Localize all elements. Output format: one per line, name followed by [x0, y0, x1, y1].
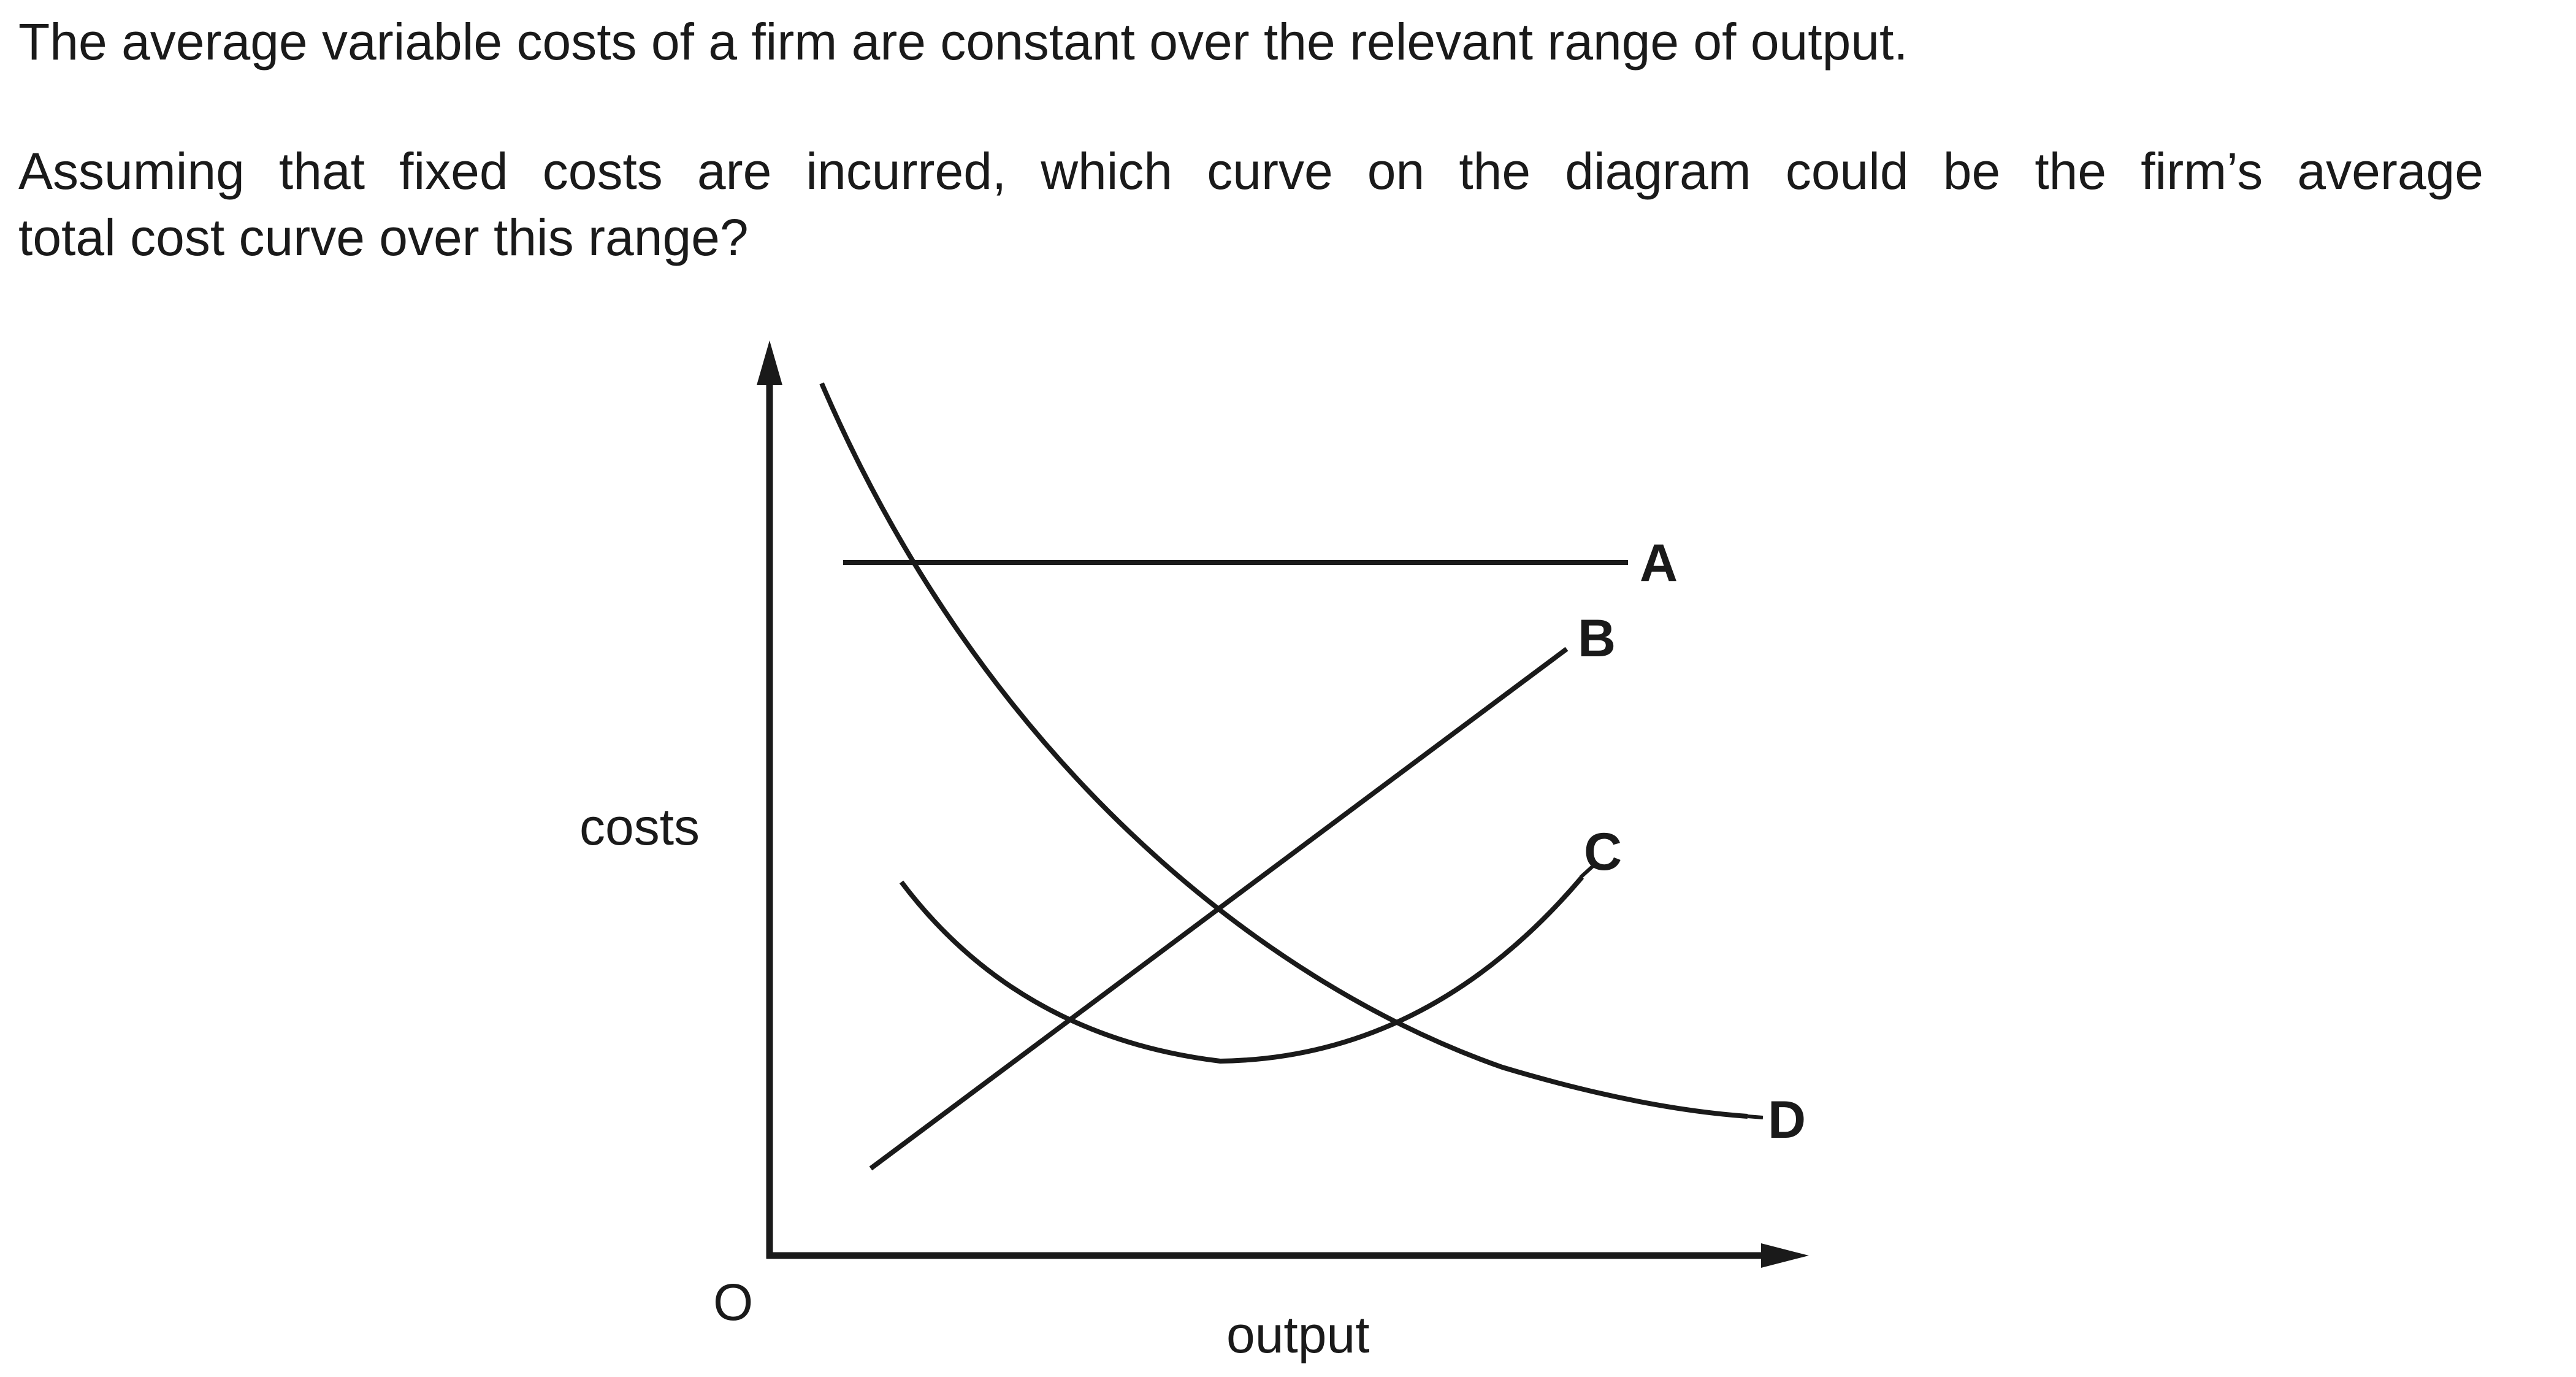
y-axis-arrowhead: [757, 340, 782, 385]
curve-d-label: D: [1768, 1091, 1806, 1149]
question-line-1: The average variable costs of a firm are…: [18, 13, 1908, 71]
question-line-2b: total cost curve over this range?: [18, 209, 749, 266]
x-axis-label: output: [1226, 1306, 1370, 1364]
question-line-2: Assuming that fixed costs are incurred, …: [18, 138, 2483, 270]
curve-b-label: B: [1578, 609, 1616, 668]
curve-d-leader: [1747, 1114, 1764, 1119]
curve-c-leader: [1579, 863, 1596, 879]
curve-c-label: C: [1584, 823, 1622, 881]
x-axis-arrowhead: [1761, 1243, 1809, 1268]
question-line-2a: Assuming that fixed costs are incurred, …: [18, 142, 2483, 200]
origin-label: O: [713, 1273, 753, 1331]
curve-c: [899, 875, 1584, 1064]
curve-d: [819, 382, 1748, 1119]
curve-a-label: A: [1640, 534, 1678, 593]
y-axis-label: costs: [579, 798, 700, 856]
